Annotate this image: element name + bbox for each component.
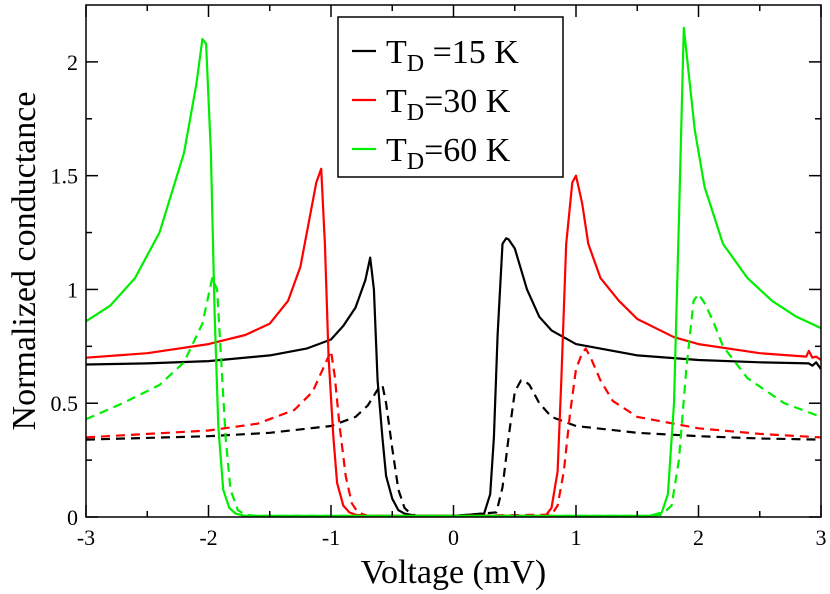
x-tick-label: 0 xyxy=(448,525,459,550)
x-tick-label: 1 xyxy=(571,525,582,550)
legend-label: TD=30 K xyxy=(386,83,511,126)
y-tick-label: 1.5 xyxy=(51,164,79,189)
x-tick-label: 2 xyxy=(693,525,704,550)
y-tick-label: 0.5 xyxy=(51,391,79,416)
legend-label: TD=60 K xyxy=(386,132,511,175)
x-tick-label: -1 xyxy=(322,525,340,550)
series-line-2-solid xyxy=(86,167,821,517)
legend-label: TD =15 K xyxy=(386,34,519,77)
y-tick-label: 0 xyxy=(67,505,78,530)
legend-box xyxy=(337,16,564,178)
series-line-5-dashed xyxy=(86,277,821,517)
y-tick-label: 2 xyxy=(67,50,78,75)
series-group xyxy=(86,26,821,517)
x-tick-label: -3 xyxy=(77,525,95,550)
x-tick-label: -2 xyxy=(199,525,217,550)
legend: TD =15 K TD=30 K TD=60 K xyxy=(337,16,564,178)
x-tick-label: 3 xyxy=(816,525,827,550)
plot-layer xyxy=(86,26,821,517)
series-line-3-dashed xyxy=(86,347,821,517)
series-line-0-solid xyxy=(86,237,821,517)
x-axis-title: Voltage (mV) xyxy=(361,554,546,591)
y-tick-label: 1 xyxy=(67,277,78,302)
axes-layer: -3 -2 -1 0 1 2 3 0 0.5 1 1.5 2 xyxy=(51,4,827,550)
y-axis-title: Normalized conductance xyxy=(6,92,43,431)
series-line-1-dashed xyxy=(86,379,821,517)
